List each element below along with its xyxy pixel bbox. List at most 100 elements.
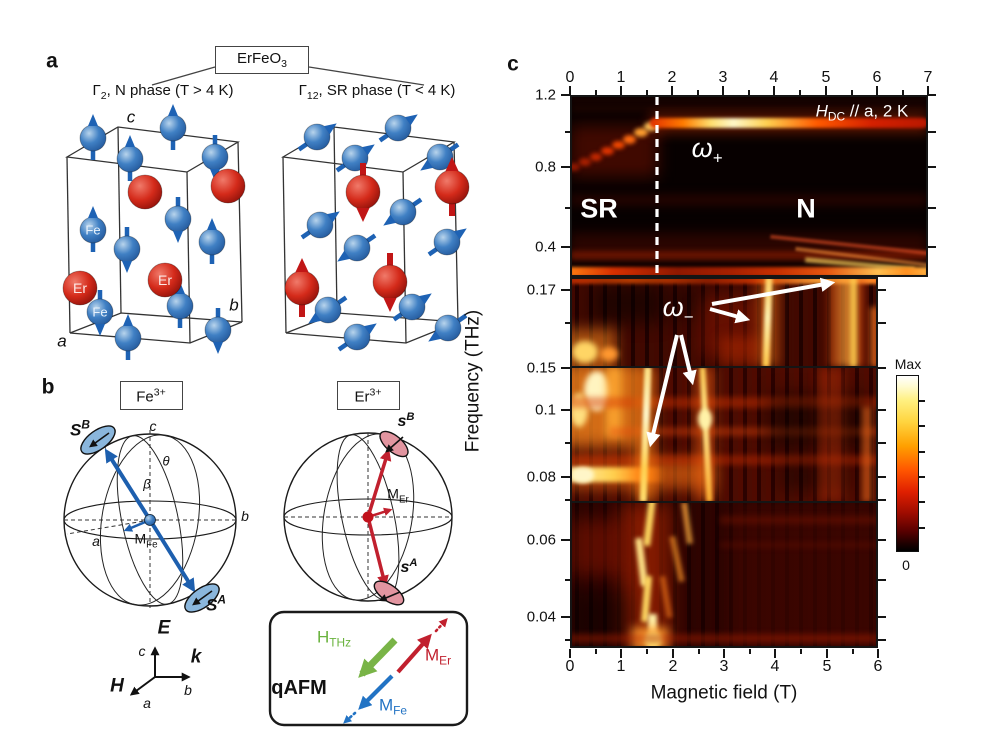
axis-tick	[878, 289, 886, 291]
axis-tick-label: 0.04	[526, 608, 556, 626]
heatmap-upper-panel	[570, 95, 928, 277]
axis-tick	[620, 649, 622, 658]
axis-tick	[696, 90, 699, 95]
axis-c-label: c	[126, 107, 136, 127]
axis-tick-label: 7	[923, 69, 933, 86]
e-field-label: E	[157, 617, 171, 639]
axis-tick	[850, 90, 853, 95]
axis-tick	[747, 90, 750, 95]
compound-box	[215, 46, 309, 74]
axis-tick	[878, 616, 886, 618]
spin-sB-fe-label: SB	[70, 417, 90, 440]
qafm-mode-label: qAFM	[271, 677, 327, 699]
er3-label: Er3+	[354, 386, 382, 406]
fe-atom-label: Fe	[85, 222, 101, 238]
axis-tick	[594, 90, 597, 95]
m-fe-label: MFe	[134, 530, 158, 551]
panel-b-label: b	[41, 375, 55, 399]
spin-sB-er-label: sB	[397, 410, 415, 431]
beta-label: β	[143, 476, 151, 492]
axis-tick	[569, 86, 571, 95]
spin-sA-fe-label: SA	[206, 592, 226, 615]
axis-tick-label: 3	[719, 658, 729, 675]
axis-tick	[748, 649, 751, 654]
axis-tick	[928, 94, 936, 96]
axis-tick	[671, 86, 673, 95]
axis-tick	[928, 131, 936, 133]
axis-tick	[565, 639, 570, 641]
er-atom-label: Er	[73, 280, 87, 296]
axis-tick	[774, 649, 776, 658]
axis-tick	[645, 90, 648, 95]
fe-sphere-a-axis: a	[92, 533, 100, 549]
axis-tick	[878, 409, 886, 411]
axis-tick	[561, 289, 570, 291]
n-region-label: N	[796, 193, 816, 224]
er-atom-label: Er	[158, 272, 172, 288]
axis-tick	[561, 367, 570, 369]
axis-tick	[773, 86, 775, 95]
panel-a-label: a	[46, 49, 58, 73]
axis-tick-label: 4	[770, 658, 780, 675]
panel-c-label: c	[507, 52, 519, 76]
fe3-box	[120, 381, 183, 410]
k-vector-label: k	[190, 646, 202, 668]
axis-tick	[799, 649, 802, 654]
axis-tick	[928, 246, 936, 248]
axis-tick-label: 0	[565, 658, 575, 675]
axis-tick	[561, 94, 570, 96]
axis-tick	[565, 322, 570, 324]
axis-tick	[569, 649, 571, 658]
axis-b-label: b	[229, 295, 239, 315]
fe-precession-sphere	[63, 425, 237, 613]
m-er-inset-label: MEr	[424, 645, 452, 668]
theta-label: θ	[162, 453, 170, 469]
axis-tick-label: 0	[565, 69, 575, 86]
axis-tick	[927, 86, 929, 95]
axis-tick	[928, 166, 936, 168]
axis-tick	[565, 442, 570, 444]
axis-tick	[878, 442, 886, 444]
axis-tick	[878, 322, 886, 324]
axis-tick	[565, 579, 570, 581]
compound-label: ErFeO3	[236, 49, 288, 70]
axis-tick-label: 2	[667, 69, 677, 86]
m-fe-inset-label: MFe	[378, 695, 408, 718]
axis-tick	[798, 90, 801, 95]
h-thz-label: HTHz	[316, 627, 352, 650]
coord-b-label: b	[184, 682, 192, 698]
axis-tick	[561, 246, 570, 248]
axis-tick	[672, 649, 674, 658]
axis-tick	[878, 499, 886, 501]
colorbar	[896, 375, 919, 552]
coord-a-label: a	[143, 695, 151, 711]
axis-tick	[878, 476, 886, 478]
axis-tick-label: 1	[616, 658, 626, 675]
omega-minus-label: ω−	[662, 291, 694, 327]
axis-tick	[851, 649, 854, 654]
axis-tick	[722, 86, 724, 95]
colorbar-min-label: 0	[902, 557, 910, 573]
axis-tick	[928, 207, 936, 209]
axis-tick-label: 0.8	[535, 158, 556, 176]
axis-tick	[878, 579, 886, 581]
omega-plus-label: ω+	[691, 132, 723, 168]
axis-tick-label: 0.06	[526, 531, 556, 549]
axis-tick-label: 0.1	[535, 401, 556, 419]
panel-divider-1	[570, 366, 878, 368]
axis-tick-label: 6	[872, 69, 882, 86]
axis-tick	[620, 86, 622, 95]
er3-box	[337, 381, 400, 410]
sr-phase-title: Γ12, SR phase (T < 4 K)	[298, 81, 456, 102]
axis-tick	[877, 649, 879, 658]
coord-c-label: c	[138, 643, 146, 659]
axis-tick	[901, 90, 904, 95]
axis-tick	[565, 131, 570, 133]
h-field-label: H	[110, 675, 124, 697]
heatmap-subpanel-1	[570, 277, 878, 367]
axis-tick	[565, 499, 570, 501]
axis-tick	[878, 539, 886, 541]
axis-tick	[697, 649, 700, 654]
axis-tick	[594, 649, 597, 654]
